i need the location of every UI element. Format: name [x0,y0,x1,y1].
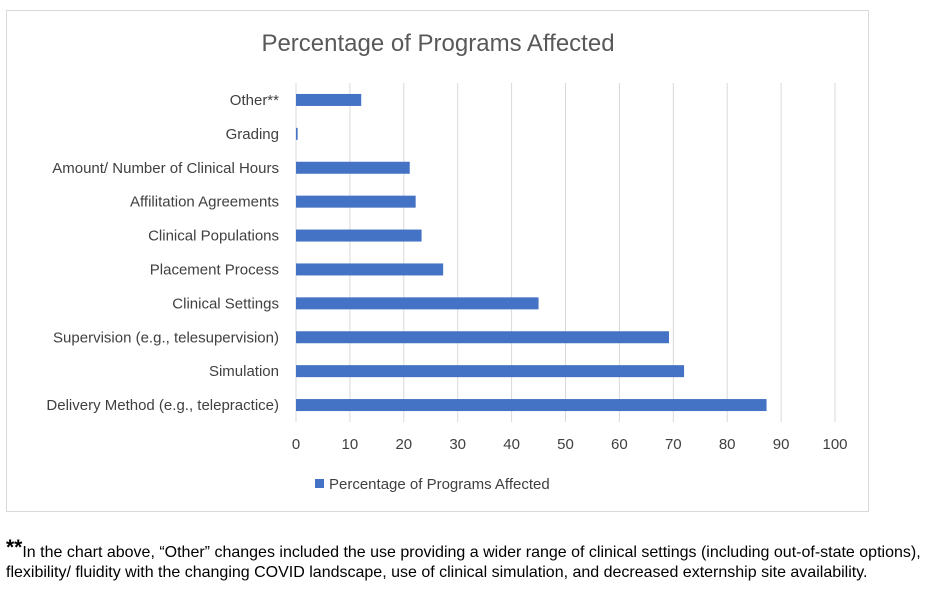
x-axis-tick-labels: 0 10 20 30 40 50 60 70 80 90 100 [292,436,848,453]
bar [296,263,444,276]
x-tick-label: 50 [557,436,574,453]
bar [296,161,410,174]
chart-frame: Percentage of Programs Affected Delivery… [6,10,869,512]
category-label: Amount/ Number of Clinical Hours [52,160,279,177]
bar [296,93,362,106]
x-tick-label: 70 [665,436,682,453]
x-tick-label: 0 [292,436,300,453]
bar [296,365,685,378]
category-label: Supervision (e.g., telesupervision) [53,329,279,346]
legend: Percentage of Programs Affected [315,476,550,493]
category-label: Clinical Populations [148,228,279,245]
footnote-text: In the chart above, “Other” changes incl… [6,544,921,581]
category-label: Simulation [209,363,279,380]
x-tick-label: 30 [449,436,466,453]
x-tick-label: 80 [719,436,736,453]
category-label: Clinical Settings [172,295,279,312]
legend-swatch [315,479,324,488]
bar [296,195,416,208]
bar [296,399,767,412]
category-label: Delivery Method (e.g., telepractice) [46,397,279,414]
gridlines [295,83,836,422]
bars [296,93,767,412]
x-tick-label: 40 [503,436,520,453]
x-tick-label: 100 [822,436,847,453]
category-labels: Delivery Method (e.g., telepractice) Simu… [46,92,279,414]
legend-label: Percentage of Programs Affected [329,476,550,493]
category-label: Other** [230,92,279,109]
bar [296,331,669,344]
category-label: Grading [226,126,279,143]
x-tick-label: 20 [395,436,412,453]
bar [296,297,539,310]
x-tick-label: 60 [611,436,628,453]
chart-title: Percentage of Programs Affected [261,30,614,57]
x-tick-label: 10 [342,436,359,453]
x-tick-label: 90 [773,436,790,453]
footnote-marker: ** [6,536,23,559]
bar-chart: Percentage of Programs Affected Delivery… [46,30,848,493]
bar [296,127,298,140]
bar [296,229,422,242]
footnote: **In the chart above, “Other” changes in… [6,536,931,583]
category-label: Affilitation Agreements [130,194,279,211]
category-label: Placement Process [150,261,279,278]
